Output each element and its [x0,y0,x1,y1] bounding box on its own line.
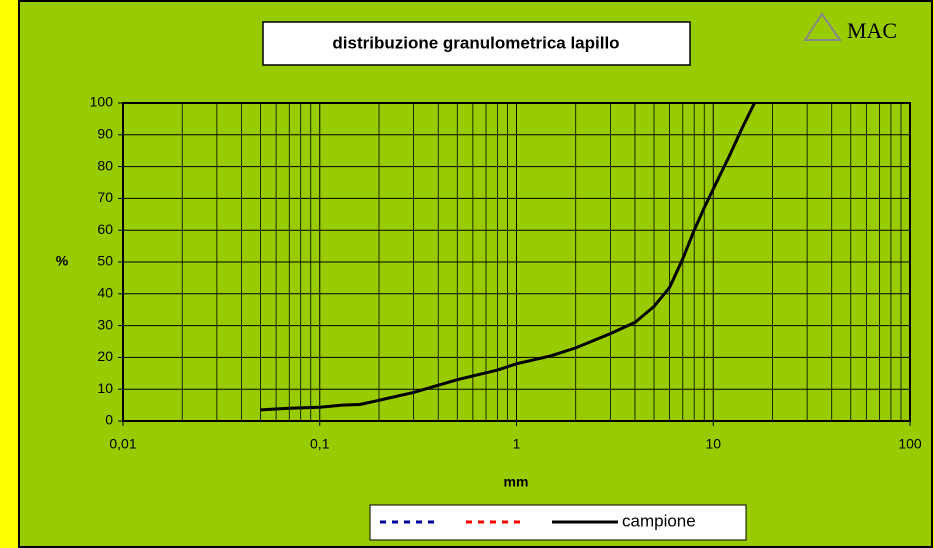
x-tick-label: 0,1 [310,436,330,452]
logo-icon [803,12,842,41]
x-tick-label: 0,01 [109,436,136,452]
legend-label: campione [622,511,696,530]
data-line [260,102,756,412]
title-box [262,21,691,66]
y-tick-label: 100 [90,94,114,110]
y-tick-label: 90 [97,126,113,142]
y-tick-label: 50 [97,253,113,269]
y-tick-label: 40 [97,285,113,301]
y-tick-label: 30 [97,316,113,332]
plot-border [122,102,911,422]
y-tick-label: 10 [97,380,113,396]
chart-title: distribuzione granulometrica lapillo [332,33,619,52]
y-tick-label: 60 [97,221,113,237]
logo-text: MAC [847,18,897,43]
y-tick-label: 0 [105,412,113,428]
x-tick-label: 100 [898,436,922,452]
y-axis-label: % [56,253,69,269]
y-tick-label: 20 [97,348,113,364]
x-axis-label: mm [504,474,529,490]
y-tick-label: 70 [97,189,113,205]
x-tick-label: 10 [705,436,721,452]
y-tick-label: 80 [97,157,113,173]
x-tick-label: 1 [513,436,521,452]
